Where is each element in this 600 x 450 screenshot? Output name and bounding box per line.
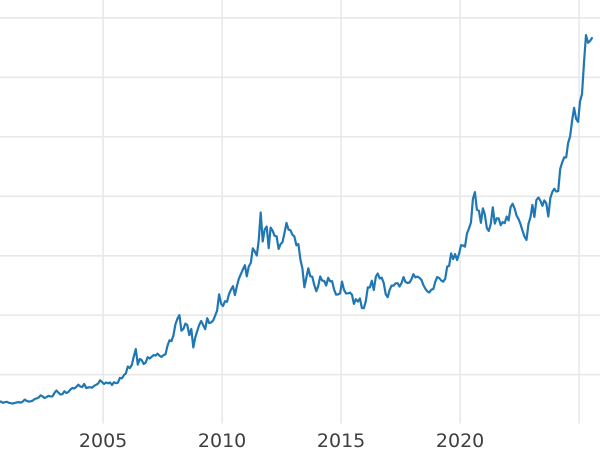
x-axis-tick-labels: 2005 2010 2015 2020	[79, 430, 484, 450]
horizontal-gridlines	[0, 16, 600, 376]
vertical-gridlines	[102, 0, 580, 424]
x-tick-label-2005: 2005	[79, 430, 127, 450]
x-tick-label-2010: 2010	[198, 430, 246, 450]
price-line-series	[0, 34, 593, 405]
x-tick-label-2020: 2020	[436, 430, 484, 450]
x-tick-label-2015: 2015	[317, 430, 365, 450]
